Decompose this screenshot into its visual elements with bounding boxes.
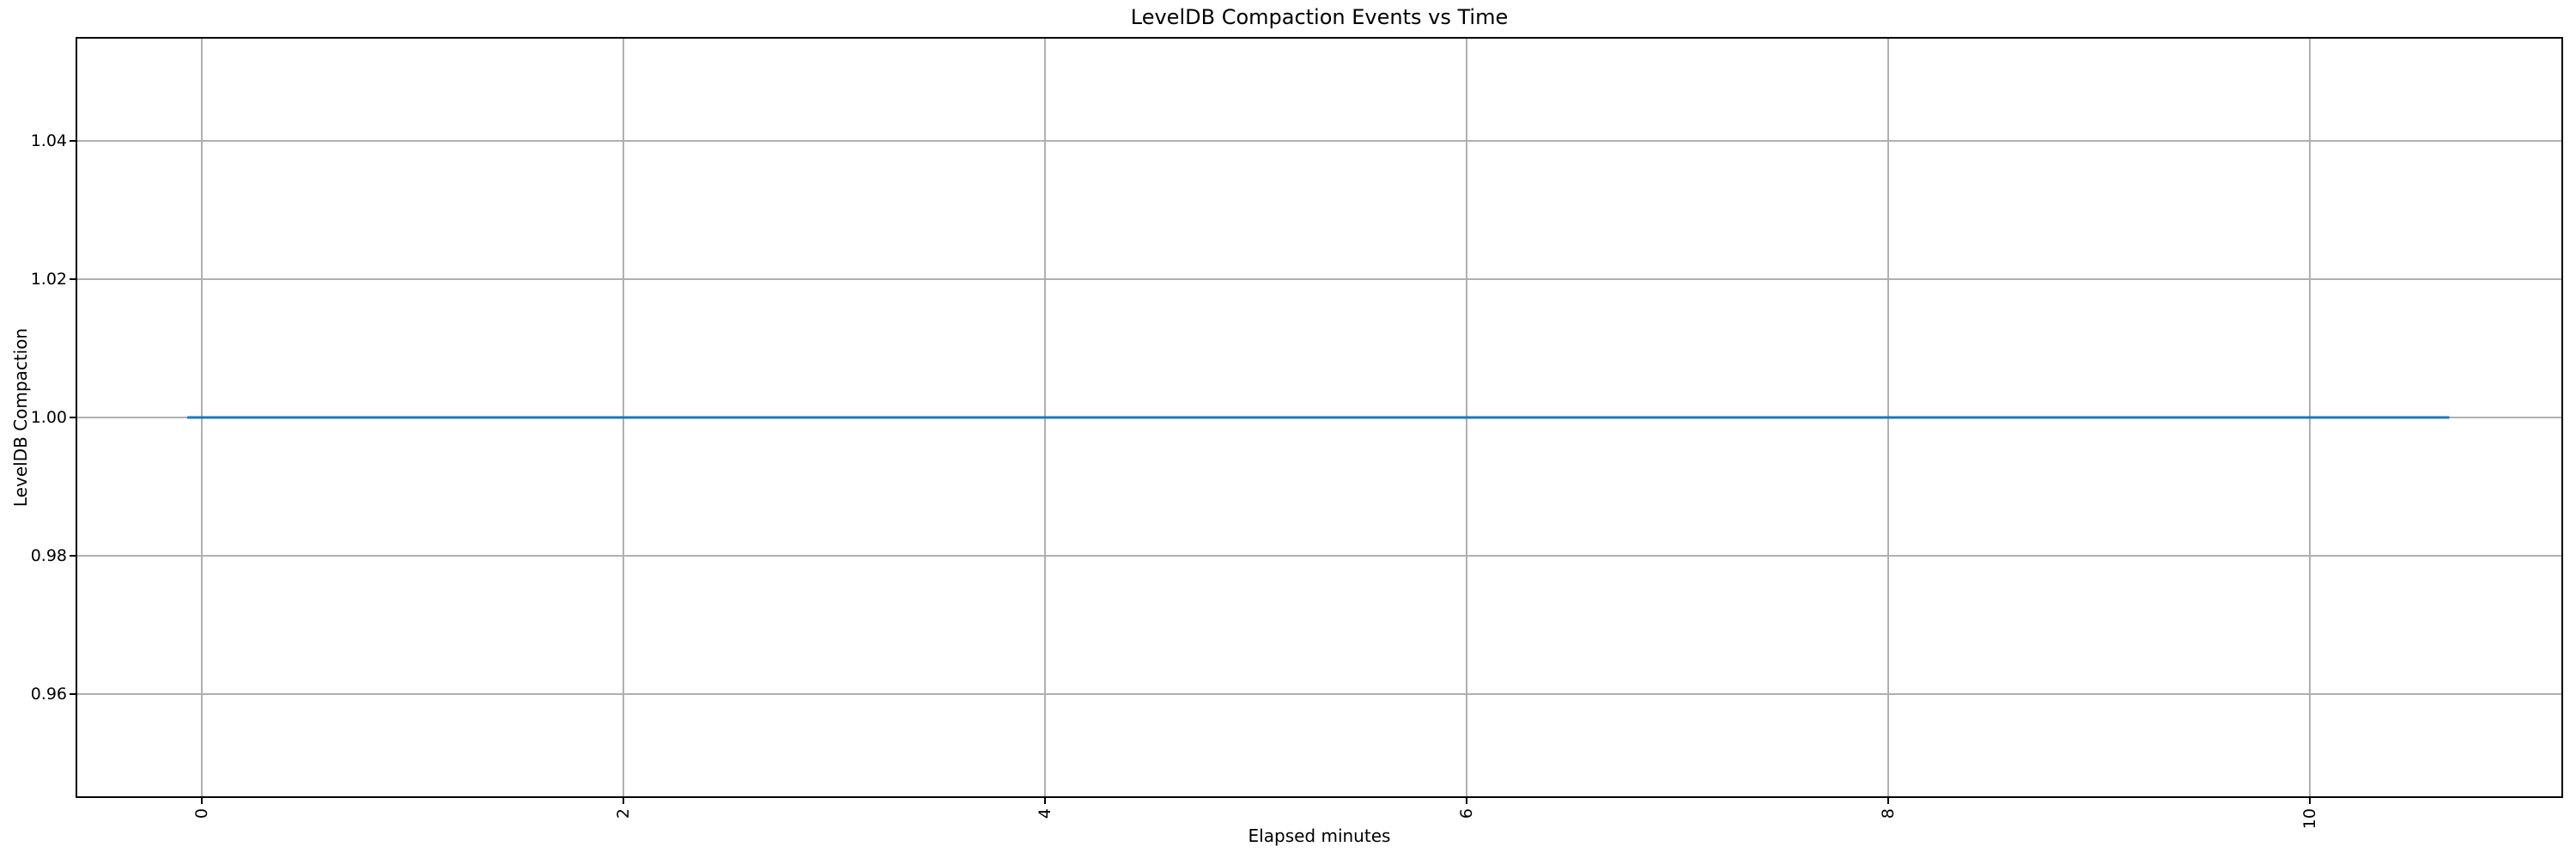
y-tick-mark	[70, 417, 76, 418]
plot-area	[76, 37, 2563, 798]
y-gridline	[76, 693, 2563, 696]
chart-title: LevelDB Compaction Events vs Time	[1130, 5, 1509, 29]
x-tick-label: 6	[1457, 808, 1477, 819]
x-tick-label: 8	[1879, 808, 1899, 819]
y-tick-label: 0.98	[30, 546, 67, 566]
x-tick-mark	[1466, 798, 1468, 804]
y-tick-mark	[70, 693, 76, 696]
x-tick-mark	[201, 798, 204, 804]
x-tick-label: 0	[192, 808, 212, 819]
y-tick-mark	[70, 277, 76, 280]
x-tick-mark	[623, 798, 625, 804]
x-tick-label: 4	[1036, 808, 1055, 819]
x-axis-label: Elapsed minutes	[1248, 825, 1391, 846]
y-tick-mark	[70, 555, 76, 557]
x-tick-label: 2	[614, 808, 634, 819]
y-tick-label: 1.04	[30, 131, 67, 150]
y-gridline	[76, 278, 2563, 280]
y-gridline	[76, 555, 2563, 557]
y-axis-label: LevelDB Compaction	[10, 327, 31, 508]
x-tick-mark	[2309, 798, 2312, 804]
y-tick-label: 1.02	[30, 269, 67, 289]
x-tick-mark	[1887, 798, 1890, 804]
y-tick-label: 1.00	[30, 408, 67, 427]
y-tick-label: 0.96	[30, 685, 67, 704]
y-gridline	[76, 139, 2563, 142]
x-tick-mark	[1044, 798, 1047, 804]
y-tick-mark	[70, 139, 76, 142]
